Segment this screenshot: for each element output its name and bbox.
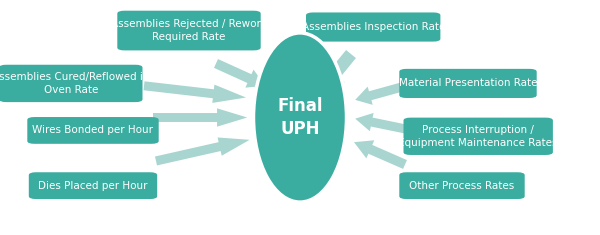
FancyBboxPatch shape: [28, 117, 159, 144]
Polygon shape: [325, 50, 356, 83]
Text: Wires Bonded per Hour: Wires Bonded per Hour: [32, 125, 154, 135]
FancyBboxPatch shape: [0, 65, 143, 102]
FancyBboxPatch shape: [400, 172, 524, 199]
Text: Assemblies Rejected / Rework
Required Rate: Assemblies Rejected / Rework Required Ra…: [111, 19, 267, 42]
Polygon shape: [354, 140, 407, 169]
FancyBboxPatch shape: [29, 172, 157, 199]
Polygon shape: [214, 59, 265, 88]
Text: Material Presentation Rate: Material Presentation Rate: [399, 78, 537, 88]
Polygon shape: [355, 82, 403, 105]
Polygon shape: [143, 81, 246, 103]
FancyBboxPatch shape: [306, 12, 440, 42]
Text: Other Process Rates: Other Process Rates: [409, 181, 515, 191]
Text: Assemblies Cured/Reflowed in
Oven Rate: Assemblies Cured/Reflowed in Oven Rate: [0, 72, 149, 95]
Polygon shape: [155, 137, 250, 165]
Text: Final
UPH: Final UPH: [277, 97, 323, 138]
Text: Assemblies Inspection Rate: Assemblies Inspection Rate: [302, 22, 445, 32]
FancyBboxPatch shape: [400, 69, 536, 98]
FancyBboxPatch shape: [118, 11, 260, 51]
Polygon shape: [355, 113, 408, 134]
Text: Dies Placed per Hour: Dies Placed per Hour: [38, 181, 148, 191]
Ellipse shape: [254, 33, 347, 202]
Polygon shape: [153, 108, 247, 127]
Text: Process Interruption /
Equipment Maintenance Rates: Process Interruption / Equipment Mainten…: [398, 125, 558, 148]
FancyBboxPatch shape: [404, 118, 553, 155]
